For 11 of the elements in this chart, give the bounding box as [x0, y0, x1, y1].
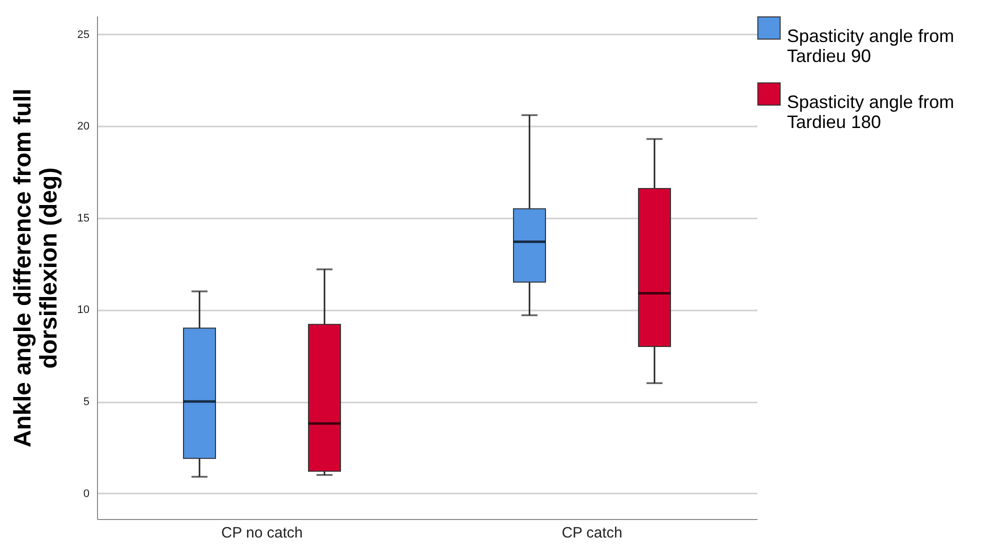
legend-label: Spasticity angle from Tardieu 90 [787, 26, 954, 66]
x-tick-label: CP no catch [221, 524, 303, 542]
y-axis-title: Ankle angle difference from full dorsiflexion (deg) [9, 88, 62, 448]
legend-label: Spasticity angle from Tardieu 180 [787, 92, 954, 132]
y-tick-label: 15 [77, 212, 90, 224]
y-tick-label: 10 [77, 304, 90, 316]
y-tick-label: 5 [83, 396, 90, 408]
y-tick-label: 20 [77, 120, 90, 133]
x-tick-label: CP catch [562, 524, 622, 542]
y-tick-label: 0 [83, 488, 90, 500]
y-tick-label: 25 [77, 28, 90, 41]
